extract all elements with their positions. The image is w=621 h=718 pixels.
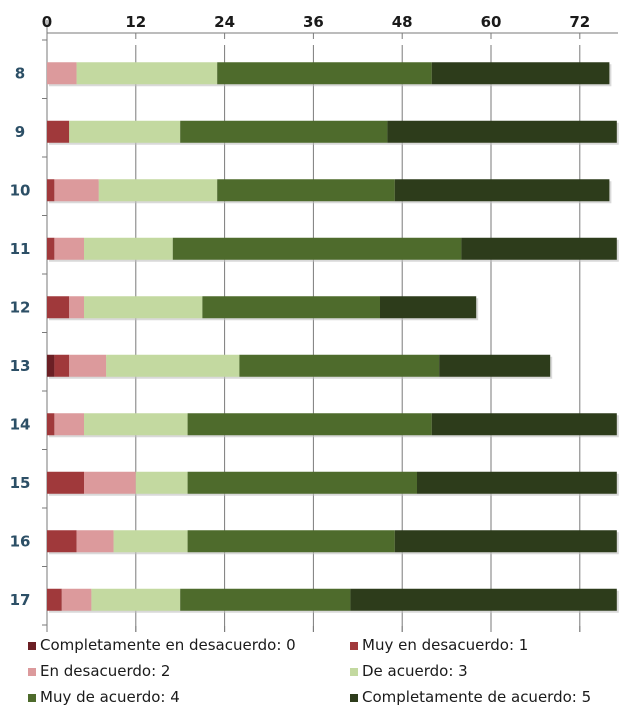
x-tick-label-0: 0: [42, 13, 52, 31]
legend-label-3: De acuerdo: 3: [362, 662, 468, 680]
y-tick-label-12: 12: [10, 298, 31, 316]
legend-label-1: Muy en desacuerdo: 1: [362, 636, 528, 654]
bars-layer: [47, 62, 619, 613]
y-tick-label-11: 11: [10, 240, 31, 258]
legend-label-5: Completamente de acuerdo: 5: [362, 688, 591, 706]
bar-segment-10-series-5: [394, 179, 610, 202]
bar-segment-13-series-2: [69, 354, 107, 377]
bar-segment-9-series-4: [180, 120, 388, 143]
bar-segment-13-series-0: [47, 354, 55, 377]
bar-segment-14-series-3: [84, 413, 188, 436]
y-tick-label-16: 16: [10, 532, 31, 550]
bar-segment-16-series-3: [113, 530, 188, 553]
legend: Completamente en desacuerdo: 0 Muy en des…: [28, 636, 591, 706]
bar-segment-14-series-4: [187, 413, 432, 436]
bar-segment-15-series-1: [47, 471, 84, 494]
bar-segment-15-series-3: [135, 471, 188, 494]
legend-swatch-3: [350, 668, 358, 676]
y-tick-label-14: 14: [10, 415, 31, 433]
bar-segment-9-series-3: [69, 120, 181, 143]
legend-swatch-4: [28, 694, 36, 702]
bar-segment-11-series-1: [47, 237, 55, 260]
bar-segment-16-series-1: [47, 530, 77, 553]
bar-segment-12-series-4: [202, 296, 380, 319]
y-tick-label-17: 17: [10, 591, 31, 609]
bar-segment-17-series-2: [61, 588, 92, 611]
legend-swatch-5: [350, 694, 358, 702]
bar-segment-8-series-2: [47, 62, 77, 85]
bar-segment-13-series-4: [239, 354, 440, 377]
y-tick-label-8: 8: [15, 64, 25, 82]
bar-segment-17-series-5: [350, 588, 617, 611]
bar-segment-13-series-3: [106, 354, 240, 377]
legend-swatch-2: [28, 668, 36, 676]
legend-label-0: Completamente en desacuerdo: 0: [40, 636, 296, 654]
x-tick-label-48: 48: [392, 13, 413, 31]
bar-segment-12-series-1: [47, 296, 70, 319]
y-tick-label-9: 9: [15, 123, 25, 141]
bar-segment-9-series-1: [47, 120, 70, 143]
bar-segment-16-series-5: [394, 530, 617, 553]
bar-segment-12-series-2: [69, 296, 84, 319]
bar-segment-9-series-5: [387, 120, 617, 143]
bar-segment-14-series-1: [47, 413, 55, 436]
bar-segment-15-series-2: [84, 471, 136, 494]
legend-label-4: Muy de acuerdo: 4: [40, 688, 180, 706]
bar-segment-16-series-2: [76, 530, 114, 553]
bar-segment-14-series-2: [54, 413, 84, 436]
legend-label-2: En desacuerdo: 2: [40, 662, 170, 680]
bar-segment-14-series-5: [431, 413, 617, 436]
bar-segment-8-series-3: [76, 62, 218, 85]
bar-segment-11-series-3: [84, 237, 173, 260]
legend-swatch-0: [28, 642, 36, 650]
x-tick-label-60: 60: [481, 13, 502, 31]
bar-segment-11-series-5: [461, 237, 617, 260]
bar-segment-10-series-3: [98, 179, 218, 202]
bar-segment-16-series-4: [187, 530, 395, 553]
y-tick-label-15: 15: [10, 474, 31, 492]
y-tick-label-13: 13: [10, 357, 31, 375]
bar-segment-11-series-4: [172, 237, 462, 260]
axis-layer: 0 12 24 36 48 60 72 8 9 10 11 12 13 14 15 16 17: [10, 13, 618, 632]
bar-segment-8-series-4: [217, 62, 432, 85]
y-tick-label-10: 10: [10, 181, 31, 199]
bar-segment-17-series-4: [180, 588, 351, 611]
bar-segment-17-series-1: [47, 588, 62, 611]
bar-segment-10-series-2: [54, 179, 99, 202]
bar-segment-10-series-1: [47, 179, 55, 202]
bar-segment-17-series-3: [91, 588, 181, 611]
bar-segment-11-series-2: [54, 237, 84, 260]
x-tick-label-24: 24: [214, 13, 235, 31]
x-tick-label-12: 12: [125, 13, 146, 31]
bar-segment-13-series-1: [54, 354, 70, 377]
bar-segment-10-series-4: [217, 179, 395, 202]
bar-segment-13-series-5: [439, 354, 551, 377]
x-tick-label-36: 36: [303, 13, 324, 31]
bar-segment-15-series-5: [417, 471, 617, 494]
bar-segment-8-series-5: [431, 62, 610, 85]
x-tick-label-72: 72: [569, 13, 590, 31]
bar-segment-12-series-3: [84, 296, 203, 319]
bar-segment-15-series-4: [187, 471, 417, 494]
legend-swatch-1: [350, 642, 358, 650]
bar-segment-12-series-5: [380, 296, 477, 319]
